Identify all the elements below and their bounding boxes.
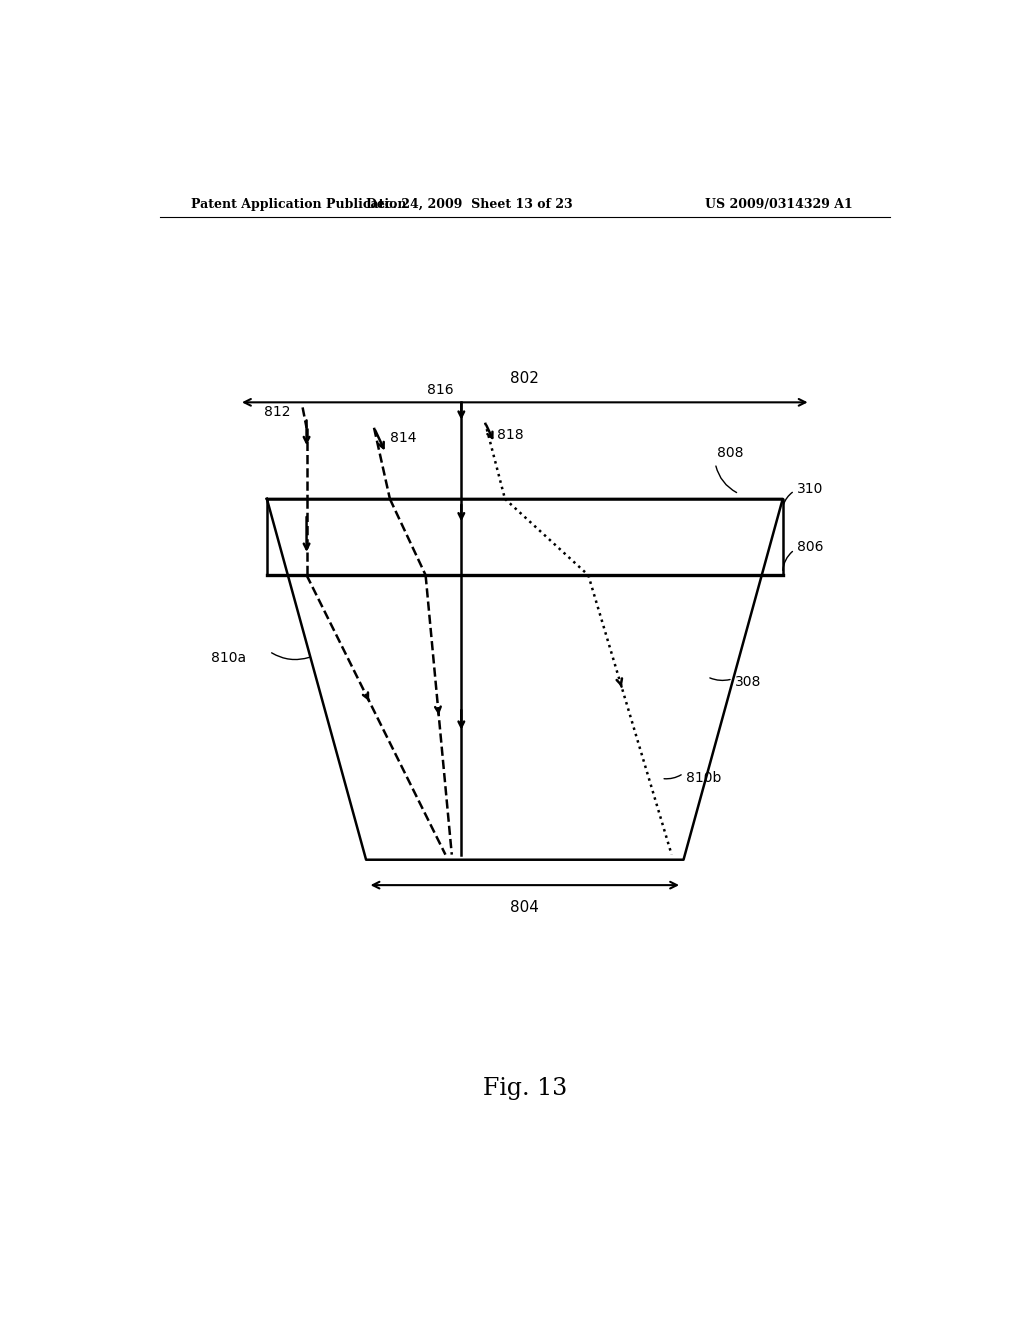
Text: Fig. 13: Fig. 13 <box>482 1077 567 1100</box>
Text: Patent Application Publication: Patent Application Publication <box>191 198 407 211</box>
Text: 804: 804 <box>510 900 540 915</box>
Text: 810b: 810b <box>686 771 721 785</box>
Text: 808: 808 <box>717 446 743 461</box>
Text: 816: 816 <box>427 383 454 397</box>
Text: 802: 802 <box>510 371 540 385</box>
Text: 810a: 810a <box>211 652 247 665</box>
Text: 818: 818 <box>497 428 523 442</box>
Text: 814: 814 <box>390 430 417 445</box>
Text: US 2009/0314329 A1: US 2009/0314329 A1 <box>705 198 853 211</box>
Text: 310: 310 <box>797 482 823 496</box>
Text: 812: 812 <box>264 405 291 420</box>
Text: 806: 806 <box>797 540 823 553</box>
Text: Dec. 24, 2009  Sheet 13 of 23: Dec. 24, 2009 Sheet 13 of 23 <box>366 198 572 211</box>
Text: 308: 308 <box>735 675 762 689</box>
